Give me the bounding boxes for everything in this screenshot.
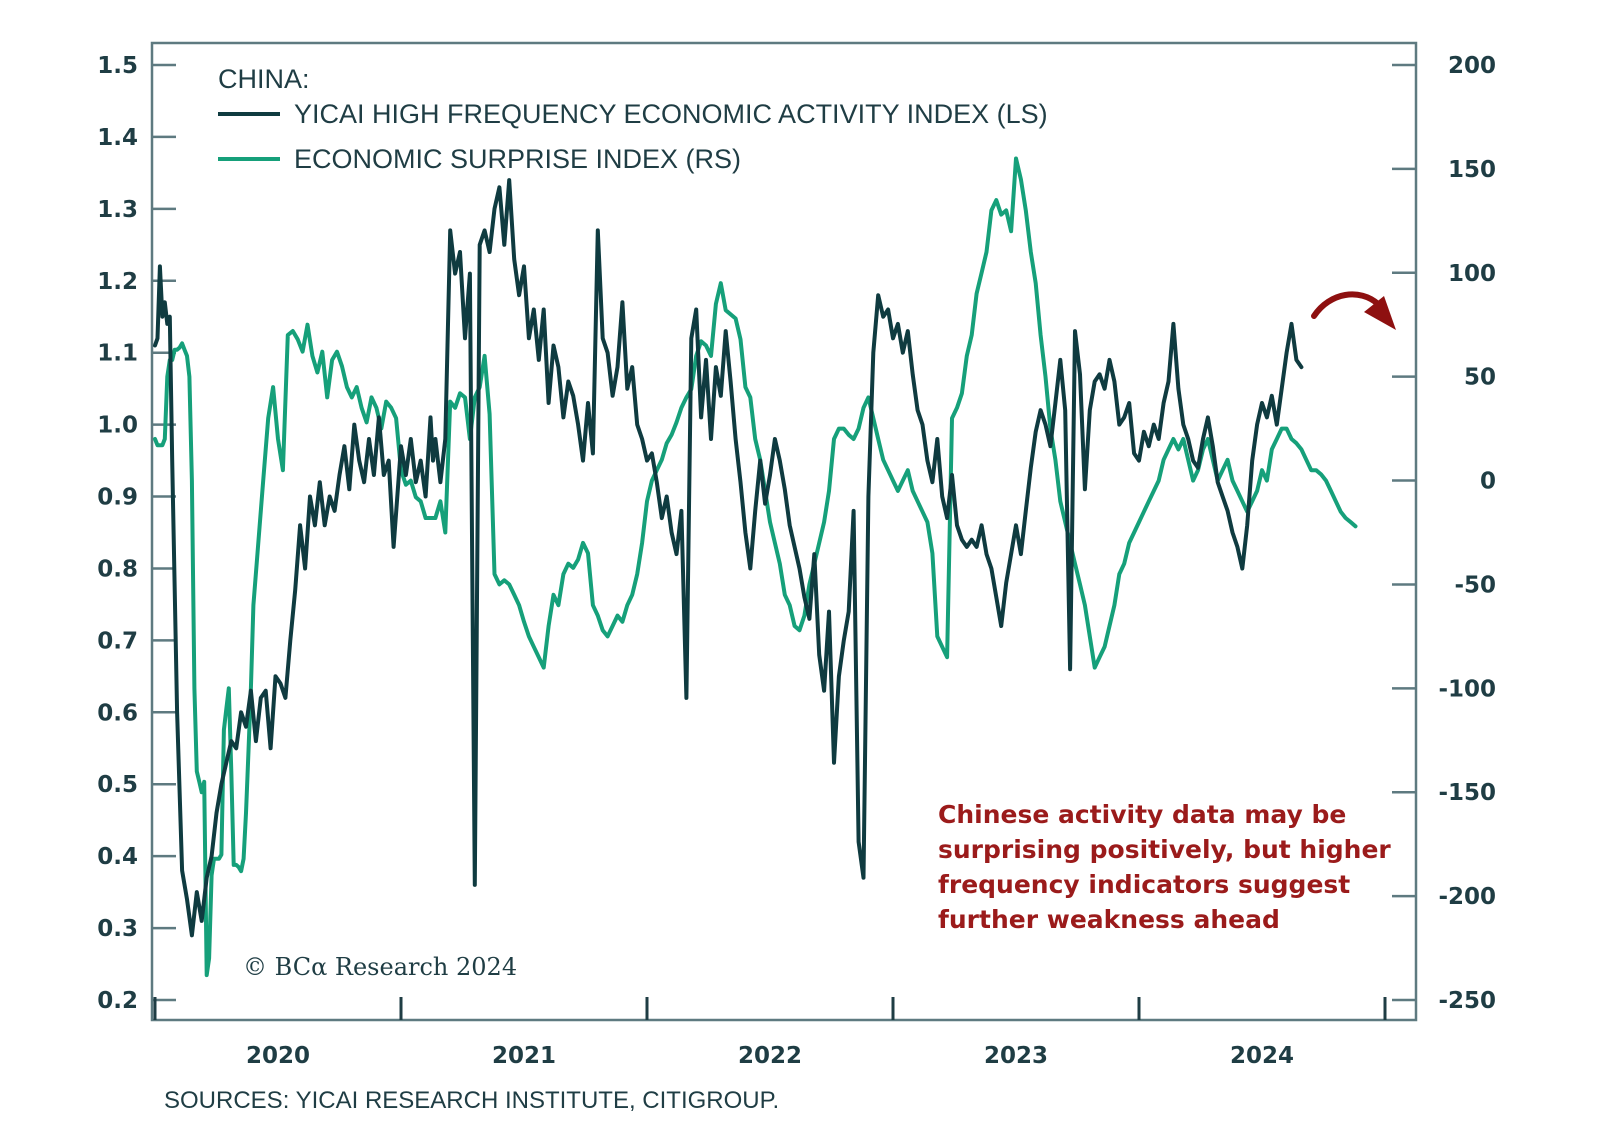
right-tick-label: 0 xyxy=(1480,469,1496,495)
left-tick-label: 0.2 xyxy=(97,988,138,1014)
left-tick-label: 0.5 xyxy=(97,772,138,798)
annotation: Chinese activity data may be surprising … xyxy=(938,800,1391,934)
right-axis: 200 150 100 50 0 -50 -100 -150 -200 -250 xyxy=(1392,53,1496,1014)
x-tick-label: 2024 xyxy=(1230,1043,1294,1069)
legend-title: CHINA: xyxy=(218,64,310,94)
left-axis: 1.5 1.4 1.3 1.2 1.1 1.0 0.9 0.8 0.7 0.6 0.5 0.4 0.3 0… xyxy=(97,53,176,1014)
left-tick-label: 0.3 xyxy=(97,916,138,942)
right-tick-label: -250 xyxy=(1438,988,1496,1014)
annotation-line-2: surprising positively, but higher xyxy=(938,835,1391,864)
left-tick-label: 1.5 xyxy=(97,53,138,79)
sources-note: SOURCES: YICAI RESEARCH INSTITUTE, CITIG… xyxy=(164,1087,779,1114)
x-axis: 2020 2021 2022 2023 2024 xyxy=(153,997,1387,1069)
left-tick-label: 0.9 xyxy=(97,485,138,511)
right-tick-label: -100 xyxy=(1438,676,1496,702)
left-tick-label: 1.1 xyxy=(97,341,138,367)
legend-label-surprise: ECONOMIC SURPRISE INDEX (RS) xyxy=(294,144,741,174)
left-tick-label: 0.4 xyxy=(97,844,138,870)
x-tick-label: 2023 xyxy=(984,1043,1048,1069)
annotation-line-3: frequency indicators suggest xyxy=(938,870,1350,899)
series-group xyxy=(153,156,1358,978)
right-tick-label: 50 xyxy=(1464,365,1496,391)
left-tick-label: 0.7 xyxy=(97,628,138,654)
copyright: © BCα Research 2024 xyxy=(243,953,517,981)
right-tick-label: 200 xyxy=(1448,53,1496,79)
right-tick-label: -150 xyxy=(1438,780,1496,806)
right-tick-label: -50 xyxy=(1454,572,1496,598)
x-tick-label: 2020 xyxy=(246,1043,310,1069)
left-tick-label: 1.4 xyxy=(97,125,138,151)
legend-label-activity: YICAI HIGH FREQUENCY ECONOMIC ACTIVITY I… xyxy=(294,99,1048,129)
annotation-line-4: further weakness ahead xyxy=(938,905,1280,934)
legend: CHINA: YICAI HIGH FREQUENCY ECONOMIC ACT… xyxy=(218,64,1048,174)
left-tick-label: 0.8 xyxy=(97,556,138,582)
curved-arrow-icon xyxy=(1311,291,1396,330)
series-line-surprise-index xyxy=(153,156,1358,978)
left-tick-label: 1.0 xyxy=(97,413,138,439)
x-tick-label: 2022 xyxy=(738,1043,802,1069)
left-tick-label: 0.6 xyxy=(97,700,138,726)
right-tick-label: 150 xyxy=(1448,157,1496,183)
right-tick-label: 100 xyxy=(1448,261,1496,287)
left-tick-label: 1.2 xyxy=(97,269,138,295)
left-tick-label: 1.3 xyxy=(97,197,138,223)
annotation-line-1: Chinese activity data may be xyxy=(938,800,1346,829)
right-tick-label: -200 xyxy=(1438,884,1496,910)
plot-frame xyxy=(150,41,1418,1022)
x-tick-label: 2021 xyxy=(492,1043,556,1069)
series-line-activity-index xyxy=(153,178,1304,938)
